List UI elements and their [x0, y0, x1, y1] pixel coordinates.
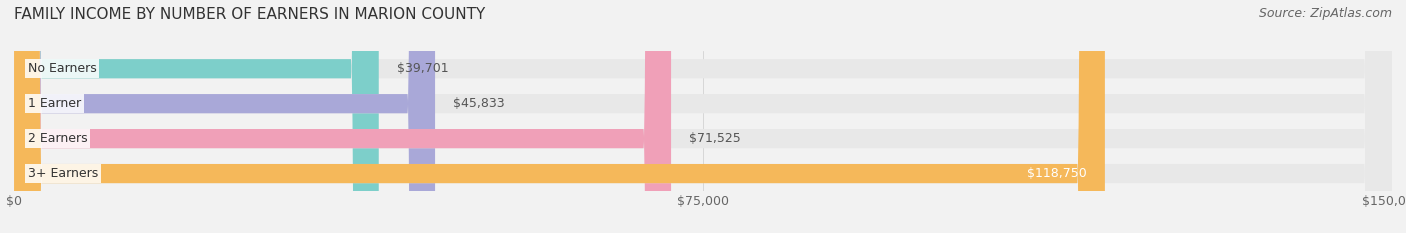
Text: $45,833: $45,833	[454, 97, 505, 110]
Text: $71,525: $71,525	[689, 132, 741, 145]
FancyBboxPatch shape	[14, 0, 1392, 233]
Text: FAMILY INCOME BY NUMBER OF EARNERS IN MARION COUNTY: FAMILY INCOME BY NUMBER OF EARNERS IN MA…	[14, 7, 485, 22]
FancyBboxPatch shape	[14, 0, 671, 233]
Text: $118,750: $118,750	[1026, 167, 1087, 180]
FancyBboxPatch shape	[14, 0, 1105, 233]
FancyBboxPatch shape	[14, 0, 378, 233]
FancyBboxPatch shape	[14, 0, 1392, 233]
Text: No Earners: No Earners	[28, 62, 97, 75]
Text: Source: ZipAtlas.com: Source: ZipAtlas.com	[1258, 7, 1392, 20]
FancyBboxPatch shape	[14, 0, 434, 233]
FancyBboxPatch shape	[14, 0, 1392, 233]
Text: 2 Earners: 2 Earners	[28, 132, 87, 145]
Text: 1 Earner: 1 Earner	[28, 97, 82, 110]
Text: $39,701: $39,701	[396, 62, 449, 75]
FancyBboxPatch shape	[14, 0, 1392, 233]
Text: 3+ Earners: 3+ Earners	[28, 167, 98, 180]
